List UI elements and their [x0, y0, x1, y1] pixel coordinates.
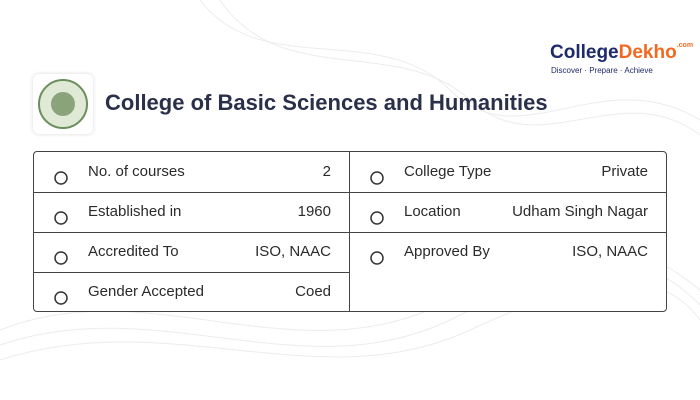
table-row: Approved By ISO, NAAC [350, 232, 666, 272]
row-value: 2 [322, 163, 331, 180]
brand-name: Dekho [618, 42, 677, 63]
table-row: Gender Accepted Coed [34, 272, 349, 312]
row-value: ISO, NAAC [255, 243, 331, 260]
row-icon [52, 283, 70, 323]
row-value: ISO, NAAC [572, 243, 648, 260]
row-label: College Type [404, 163, 492, 180]
row-value: Coed [295, 283, 331, 300]
brand-name: College [550, 42, 619, 63]
table-row: College Type Private [350, 152, 666, 193]
table-row: Accredited To ISO, NAAC [34, 232, 349, 273]
row-label: No. of courses [88, 163, 185, 180]
row-icon [368, 203, 386, 243]
row-value: Private [601, 163, 648, 180]
brand-tagline: Discover · Prepare · Achieve [551, 66, 653, 75]
row-value: Udham Singh Nagar [512, 203, 648, 220]
table-row: Location Udham Singh Nagar [350, 192, 666, 233]
row-label: Location [404, 203, 461, 220]
row-value: 1960 [297, 203, 331, 220]
info-table: No. of courses 2 Established in 1960 Accredi… [33, 151, 667, 312]
brand-logo[interactable]: CollegeDekho.com [550, 42, 693, 64]
brand-suffix: .com [676, 42, 694, 49]
row-icon [368, 163, 386, 203]
college-title: College of Basic Sciences and Humanities [105, 90, 548, 115]
college-logo [33, 74, 93, 134]
row-label: Accredited To [88, 243, 179, 260]
row-label: Approved By [404, 243, 490, 260]
table-row: Established in 1960 [34, 192, 349, 233]
table-row: No. of courses 2 [34, 152, 349, 193]
row-icon [52, 203, 70, 243]
row-label: Established in [88, 203, 182, 220]
column-divider [349, 152, 350, 311]
row-icon [368, 243, 386, 283]
row-label: Gender Accepted [88, 283, 204, 300]
row-icon [52, 163, 70, 203]
row-icon [52, 243, 70, 283]
